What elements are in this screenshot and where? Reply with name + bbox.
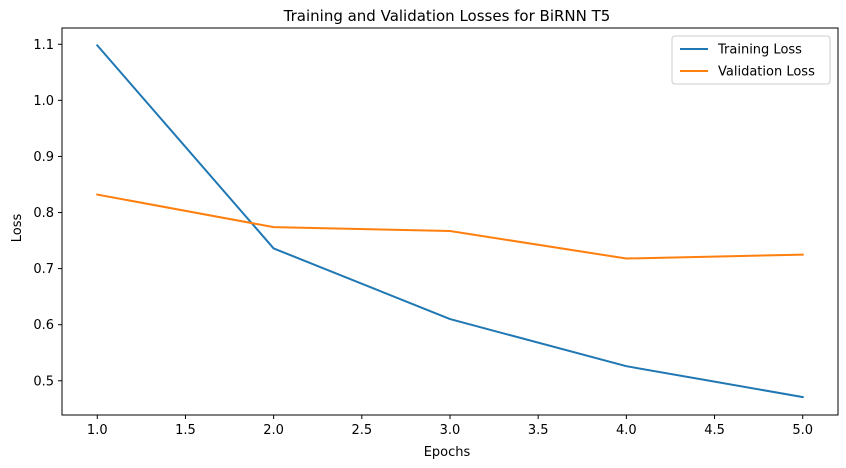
legend-label-training-loss: Training Loss	[717, 43, 802, 58]
x-tick-label: 1.0	[87, 423, 108, 438]
y-tick-label: 1.1	[33, 38, 54, 53]
y-tick-label: 0.8	[33, 206, 54, 221]
series-line-validation-loss	[96, 193, 804, 260]
series-line-training-loss	[95, 43, 804, 399]
x-tick-label: 1.5	[175, 423, 196, 438]
plot-area: 1.0 1.5 2.0 2.5 3.0 3.5 4.0 4.5 5.0 0.5 0.6 0.7 0.8 0…	[33, 27, 839, 438]
x-tick-label: 2.0	[263, 423, 284, 438]
y-tick-label: 1.0	[33, 94, 54, 109]
y-tick-label: 0.7	[33, 262, 54, 277]
chart-title: Training and Validation Losses for BiRNN…	[283, 7, 611, 25]
x-tick-label: 4.5	[704, 423, 725, 438]
x-tick-label: 4.0	[616, 423, 637, 438]
plot-frame	[61, 27, 839, 416]
x-tick-label: 5.0	[792, 423, 813, 438]
y-tick-label: 0.5	[33, 374, 54, 389]
legend-label-validation-loss: Validation Loss	[718, 65, 815, 80]
y-axis-title: Loss	[10, 214, 25, 243]
legend: Training Loss Validation Loss	[671, 35, 831, 85]
x-tick-label: 2.5	[351, 423, 372, 438]
y-tick-label: 0.9	[33, 150, 54, 165]
x-axis-title: Epochs	[424, 445, 471, 460]
x-tick-label: 3.5	[528, 423, 549, 438]
y-tick-label: 0.6	[33, 318, 54, 333]
legend-box	[671, 35, 831, 85]
x-tick-label: 3.0	[440, 423, 461, 438]
